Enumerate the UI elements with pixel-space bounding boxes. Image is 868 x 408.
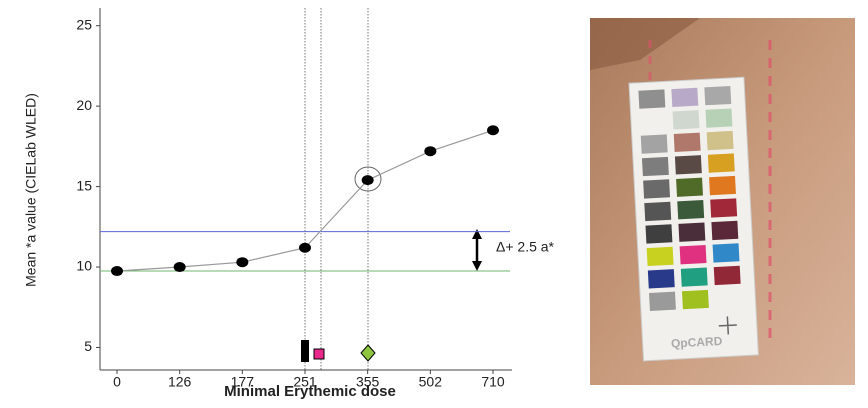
swatch: [713, 265, 741, 286]
swatch: [679, 244, 707, 265]
chart: Δ+ 2.5 a* Minimal Erythemic dose Mean *a…: [23, 8, 555, 400]
y-tick-label: 15: [76, 177, 92, 193]
swatch: [638, 89, 666, 109]
card-label: QpCARD: [671, 334, 723, 351]
swatch: [707, 153, 735, 173]
swatch: [709, 175, 736, 196]
marker-green: [360, 344, 376, 362]
swatch: [647, 269, 675, 289]
swatch: [711, 220, 739, 241]
marker-pink: [313, 348, 325, 360]
swatch: [644, 201, 672, 222]
color-card: QpCARD: [628, 76, 759, 362]
x-tick-label: 502: [419, 374, 443, 390]
point: [487, 125, 499, 136]
shadow: [590, 18, 700, 70]
swatch: [678, 222, 706, 242]
point: [424, 146, 437, 157]
photo: QpCARD: [590, 18, 855, 385]
highlight-circle: [354, 166, 382, 192]
swatch: [672, 110, 700, 130]
point: [299, 242, 311, 253]
swatch: [705, 108, 733, 128]
y-axis-label: Mean *a value (CIELab WLED): [23, 93, 39, 287]
swatch: [645, 224, 673, 244]
x-tick-label: 0: [113, 374, 121, 390]
y-tick-label: 5: [84, 338, 92, 354]
x-axis-label: Minimal Erythemic dose: [224, 383, 396, 400]
swatch: [671, 87, 699, 108]
swatch: [673, 132, 701, 152]
swatch: [640, 134, 668, 154]
point: [173, 262, 186, 273]
point: [111, 266, 123, 277]
x-tick-label: 251: [293, 374, 317, 390]
point: [361, 175, 374, 186]
swatch: [710, 198, 738, 218]
x-tick-label: 710: [481, 374, 505, 390]
y-tick-label: 25: [76, 16, 92, 32]
y-tick-label: 10: [76, 258, 92, 274]
x-tick-label: 126: [168, 374, 192, 390]
swatch: [712, 243, 740, 263]
swatch: [641, 156, 669, 177]
swatch: [646, 246, 674, 267]
marker-black: [301, 340, 309, 362]
swatch: [676, 177, 703, 197]
swatch: [706, 130, 734, 151]
swatch: [704, 85, 732, 106]
swatch: [677, 200, 705, 220]
swatch: [681, 289, 709, 310]
swatch: [643, 179, 671, 199]
swatch: [674, 155, 702, 175]
x-tick-label: 355: [356, 374, 380, 390]
x-tick-label: 177: [231, 374, 255, 390]
annotation: Δ+ 2.5 a*: [496, 239, 555, 255]
swatch: [649, 291, 676, 311]
y-tick-label: 20: [76, 97, 92, 113]
cross: [718, 316, 737, 335]
swatch: [680, 267, 708, 287]
point: [236, 257, 249, 268]
